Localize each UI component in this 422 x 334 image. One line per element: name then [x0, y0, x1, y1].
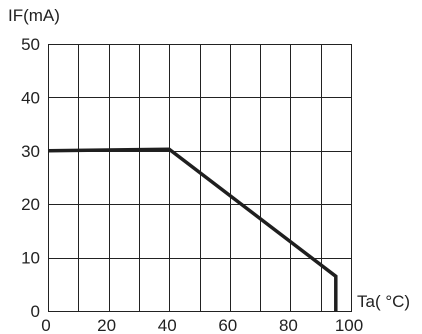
x-tick-label: 40 — [158, 316, 177, 334]
grid — [48, 44, 351, 311]
series-group — [47, 147, 338, 311]
x-tick-label: 100 — [335, 316, 363, 334]
x-axis-ticks: 0 20 40 60 80 100 — [41, 316, 363, 334]
y-tick-label: 20 — [21, 195, 40, 214]
series-line — [47, 147, 338, 311]
y-tick-label: 40 — [21, 88, 40, 107]
x-tick-label: 0 — [41, 316, 50, 334]
y-axis-ticks: 0 10 20 30 40 50 — [21, 35, 40, 321]
x-tick-label: 80 — [279, 316, 298, 334]
plot-frame — [48, 44, 352, 312]
y-axis-label: IF(mA) — [8, 6, 60, 25]
x-tick-label: 20 — [97, 316, 116, 334]
y-tick-label: 0 — [31, 302, 40, 321]
y-tick-label: 30 — [21, 142, 40, 161]
y-tick-label: 10 — [21, 249, 40, 268]
x-axis-label: Ta( °C) — [357, 292, 410, 311]
y-tick-label: 50 — [21, 35, 40, 54]
x-tick-label: 60 — [218, 316, 237, 334]
